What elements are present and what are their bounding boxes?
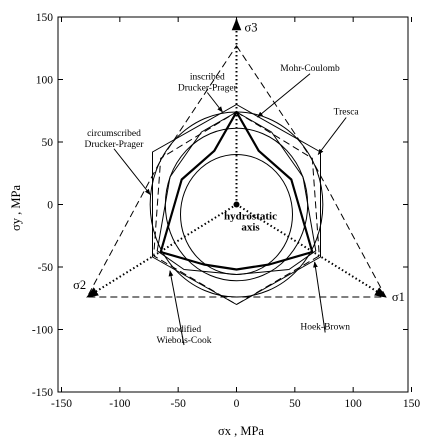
inscribed-drucker-prager-annotation-arrow — [206, 92, 223, 113]
sigma1-label: σ1 — [392, 290, 405, 304]
y-tick-label: -100 — [32, 325, 53, 337]
y-tick-label: 150 — [36, 12, 54, 24]
hoek-brown-annotation-arrow — [313, 261, 326, 333]
plot-frame — [57, 16, 409, 393]
hydrostatic-axis-annotation-text: hydrostatic — [224, 211, 277, 223]
y-tick-label: 0 — [47, 200, 53, 212]
hydrostatic-axis-annotation-text: axis — [241, 222, 260, 234]
hoek-brown-curve — [159, 110, 314, 271]
inscribed-drucker-prager-annotation-text: inscribed — [190, 73, 225, 83]
inscribed-drucker-prager-annotation-text: Drucker-Prager — [178, 84, 238, 94]
hoek-brown-annotation-text: Hoek-Brown — [300, 323, 350, 333]
modified-wiebols-cook-annotation-text: modified — [167, 324, 202, 335]
y-tick-label: -150 — [32, 387, 53, 399]
y-tick-label: 50 — [42, 137, 54, 149]
tension-circle-curve — [180, 154, 293, 275]
x-tick-label: 0 — [234, 398, 240, 410]
modified-wiebols-cook-annotation-text: Wiebols-Cook — [156, 336, 211, 346]
modified-wiebols-cook-annotation-arrow — [168, 270, 185, 346]
x-tick-label: -50 — [170, 398, 186, 410]
tresca-annotation-arrow — [317, 117, 347, 155]
x-tick-label: 50 — [289, 398, 301, 410]
x-axis-title: σx , MPa — [218, 424, 264, 438]
sigma2-axis-line — [86, 203, 238, 298]
y-axis-title: σy , MPa — [9, 185, 23, 231]
sigma1-axis-line — [235, 203, 387, 298]
mohr-coulomb-curve — [153, 111, 320, 305]
x-tick-label: 100 — [345, 398, 363, 410]
x-tick-label: 150 — [403, 398, 421, 410]
tresca-annotation-text: Tresca — [334, 108, 360, 118]
sigma3-label: σ3 — [245, 21, 258, 35]
circumscribed-drucker-prager-annotation-arrow — [113, 148, 151, 195]
x-tick-label: -100 — [109, 398, 130, 410]
circumscribed-drucker-prager-annotation-text: circumscribed — [87, 129, 141, 139]
sigma2-label: σ2 — [73, 278, 86, 292]
mohr-coulomb-annotation-text: Mohr-Coulomb — [280, 64, 340, 74]
mohr-coulomb-annotation-arrow — [257, 73, 311, 118]
x-tick-label: -150 — [51, 398, 72, 410]
circumscribed-drucker-prager-annotation-text: Drucker-Prager — [85, 140, 145, 150]
y-tick-label: -50 — [38, 262, 54, 274]
y-tick-label: 100 — [36, 75, 54, 87]
